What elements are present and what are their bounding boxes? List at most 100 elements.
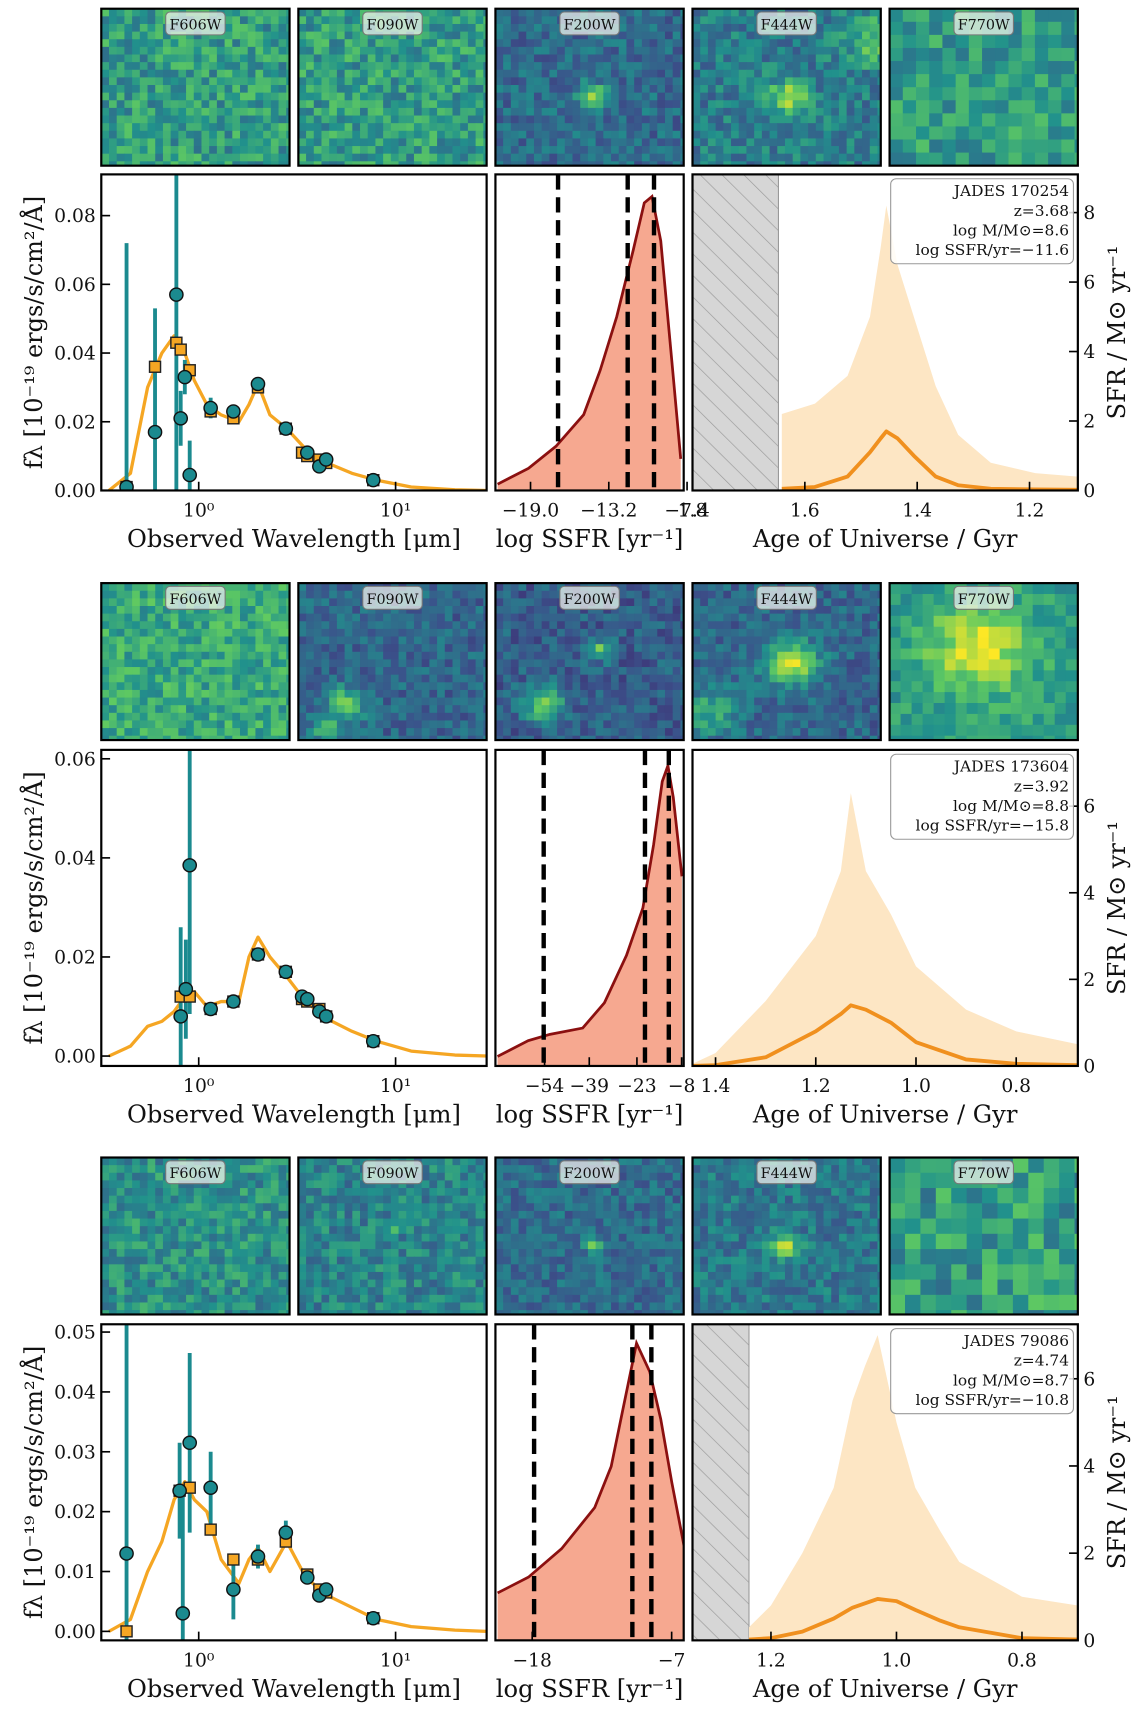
cutout-pixel (117, 154, 125, 162)
cutout-pixel (657, 713, 665, 721)
cutout-pixel (816, 698, 824, 706)
cutout-pixel (437, 591, 445, 599)
cutout-pixel (890, 692, 902, 703)
cutout-pixel (619, 85, 627, 93)
cutout-pixel (429, 583, 437, 591)
cutout-pixel (1022, 692, 1034, 703)
cutout-pixel (611, 659, 619, 667)
cutout-pixel (399, 100, 407, 108)
cutout-pixel (800, 629, 808, 637)
cutout-pixel (731, 705, 739, 713)
cutout-pixel (862, 690, 870, 698)
cutout-pixel (800, 698, 808, 706)
cutout-pixel (368, 659, 376, 667)
cutout-pixel (542, 675, 550, 683)
cutout-pixel (248, 85, 256, 93)
cutout-pixel (642, 54, 650, 62)
cutout-pixel (1022, 74, 1036, 88)
cutout-pixel (1048, 153, 1062, 166)
cutout-pixel (329, 629, 337, 637)
cutout-pixel (708, 93, 716, 101)
cutout-pixel (1000, 681, 1012, 692)
cutout-pixel (978, 725, 990, 736)
cutout-pixel (321, 644, 329, 652)
cutout-pixel (716, 39, 724, 47)
cutout-pixel (437, 62, 445, 70)
cutout-pixel (588, 682, 596, 690)
cutout-pixel (716, 85, 724, 93)
cutout-pixel (565, 77, 573, 85)
cutout-pixel (414, 154, 422, 162)
cutout-pixel (746, 675, 754, 683)
cutout-pixel (460, 621, 468, 629)
cutout-pixel (862, 583, 870, 591)
cutout-pixel (314, 637, 322, 645)
cutout-pixel (117, 62, 125, 70)
cutout-pixel (148, 652, 156, 660)
cutout-pixel (557, 682, 565, 690)
cutout-pixel (132, 713, 140, 721)
cutout-pixel (201, 1234, 209, 1242)
cutout-pixel (588, 667, 596, 675)
cutout-pixel (503, 62, 511, 70)
cutout-pixel (140, 131, 148, 139)
cutout-pixel (263, 1226, 271, 1234)
cutout-pixel (854, 108, 862, 116)
cutout-pixel (178, 100, 186, 108)
cutout-pixel (248, 123, 256, 131)
cutout-pixel (862, 728, 870, 736)
cutout-pixel (452, 682, 460, 690)
cutout-pixel (746, 728, 754, 736)
cutout-pixel (549, 62, 557, 70)
cutout-pixel (542, 16, 550, 24)
cutout-pixel (225, 47, 233, 55)
cutout-pixel (209, 667, 217, 675)
cutout-pixel (414, 54, 422, 62)
cutout-pixel (329, 659, 337, 667)
cutout-pixel (248, 621, 256, 629)
cutout-pixel (890, 583, 902, 594)
cutout-pixel (117, 100, 125, 108)
cutout-pixel (519, 93, 527, 101)
cutout-pixel (870, 93, 878, 101)
cutout-pixel (414, 644, 422, 652)
cutout-pixel (414, 131, 422, 139)
cutout-pixel (1022, 616, 1034, 627)
cutout-pixel (673, 146, 681, 154)
cutout-pixel (762, 131, 770, 139)
cutout-pixel (716, 154, 724, 162)
cutout-pixel (148, 1188, 156, 1196)
cutout-pixel (626, 131, 634, 139)
cutout-pixel (271, 1234, 279, 1242)
cutout-pixel (934, 594, 946, 605)
cutout-pixel (368, 70, 376, 78)
cutout-pixel (345, 39, 353, 47)
cutout-pixel (445, 591, 453, 599)
cutout-pixel (1000, 725, 1012, 736)
cutout-pixel (240, 77, 248, 85)
cutout-pixel (824, 24, 832, 32)
cutout-pixel (429, 70, 437, 78)
cutout-pixel (468, 24, 476, 32)
cutout-pixel (437, 621, 445, 629)
cutout-pixel (248, 1211, 256, 1219)
cutout-pixel (329, 154, 337, 162)
cutout-pixel (279, 1188, 287, 1196)
cutout-pixel (375, 116, 383, 124)
cutout-pixel (240, 644, 248, 652)
cutout-pixel (271, 621, 279, 629)
cutout-pixel (306, 728, 314, 736)
cutout-pixel (503, 54, 511, 62)
cutout-pixel (352, 138, 360, 146)
cutout-pixel (445, 698, 453, 706)
cutout-pixel (352, 705, 360, 713)
cutout-pixel (731, 24, 739, 32)
cutout-pixel (770, 659, 778, 667)
cutout-pixel (793, 652, 801, 660)
cutout-pixel (391, 621, 399, 629)
cutout-pixel (148, 1249, 156, 1257)
cutout-pixel (132, 54, 140, 62)
cutout-pixel (306, 720, 314, 728)
cutout-pixel (754, 659, 762, 667)
cutout-pixel (526, 591, 534, 599)
